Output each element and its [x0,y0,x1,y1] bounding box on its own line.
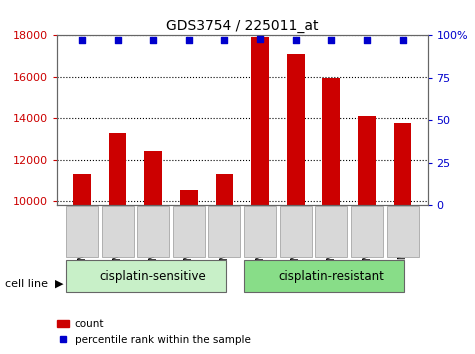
FancyBboxPatch shape [244,260,404,292]
Point [292,38,300,43]
FancyBboxPatch shape [137,206,169,257]
Text: cell line  ▶: cell line ▶ [5,278,63,288]
FancyBboxPatch shape [280,206,312,257]
Bar [394,124,411,205]
Bar [358,116,376,205]
FancyBboxPatch shape [387,206,418,257]
Bar [251,38,269,205]
FancyBboxPatch shape [244,206,276,257]
Bar [180,190,198,205]
Bar [323,78,340,205]
FancyBboxPatch shape [102,206,133,257]
FancyBboxPatch shape [66,260,226,292]
Bar [287,54,304,205]
Legend: count, percentile rank within the sample: count, percentile rank within the sample [53,315,255,349]
Point [185,38,193,43]
FancyBboxPatch shape [351,206,383,257]
Bar [144,152,162,205]
Point [363,38,371,43]
Point [220,38,228,43]
Point [328,38,335,43]
Bar [216,174,233,205]
Point [149,38,157,43]
Text: cisplatin-sensitive: cisplatin-sensitive [100,270,207,282]
FancyBboxPatch shape [173,206,205,257]
Title: GDS3754 / 225011_at: GDS3754 / 225011_at [166,19,319,33]
FancyBboxPatch shape [66,206,98,257]
Point [78,38,86,43]
Point [399,38,407,43]
Bar [73,174,91,205]
Text: cisplatin-resistant: cisplatin-resistant [278,270,384,282]
FancyBboxPatch shape [315,206,347,257]
Point [256,36,264,42]
FancyBboxPatch shape [209,206,240,257]
Point [114,38,122,43]
Bar [109,133,126,205]
